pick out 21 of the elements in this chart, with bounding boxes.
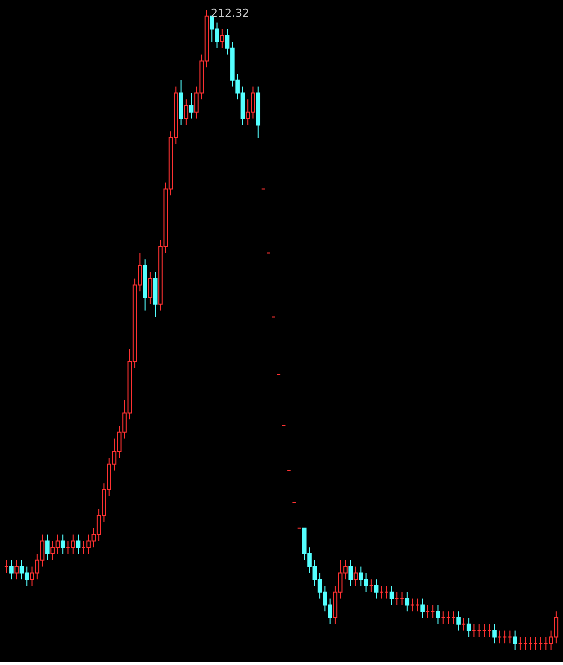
candlestick: [354, 566, 358, 586]
candlestick: [492, 624, 497, 644]
candlestick: [46, 534, 50, 561]
candlestick: [420, 598, 425, 618]
candlestick: [76, 534, 81, 554]
candlestick: [436, 604, 440, 625]
candlestick: [148, 272, 153, 305]
candlestick: [513, 630, 518, 650]
candlestick: [60, 534, 66, 554]
candlestick: [466, 618, 472, 638]
candlestick: [405, 592, 410, 612]
candlestick: [348, 560, 354, 586]
candlestick: [14, 560, 19, 580]
candlestick: [374, 579, 379, 600]
candlestick: [184, 99, 189, 126]
candlestick: [390, 586, 394, 606]
candlestick: [220, 28, 225, 49]
annotation: 212.32: [210, 7, 250, 20]
candlestick: [456, 611, 461, 632]
candlestick: [10, 560, 14, 580]
candlestick: [189, 92, 194, 120]
